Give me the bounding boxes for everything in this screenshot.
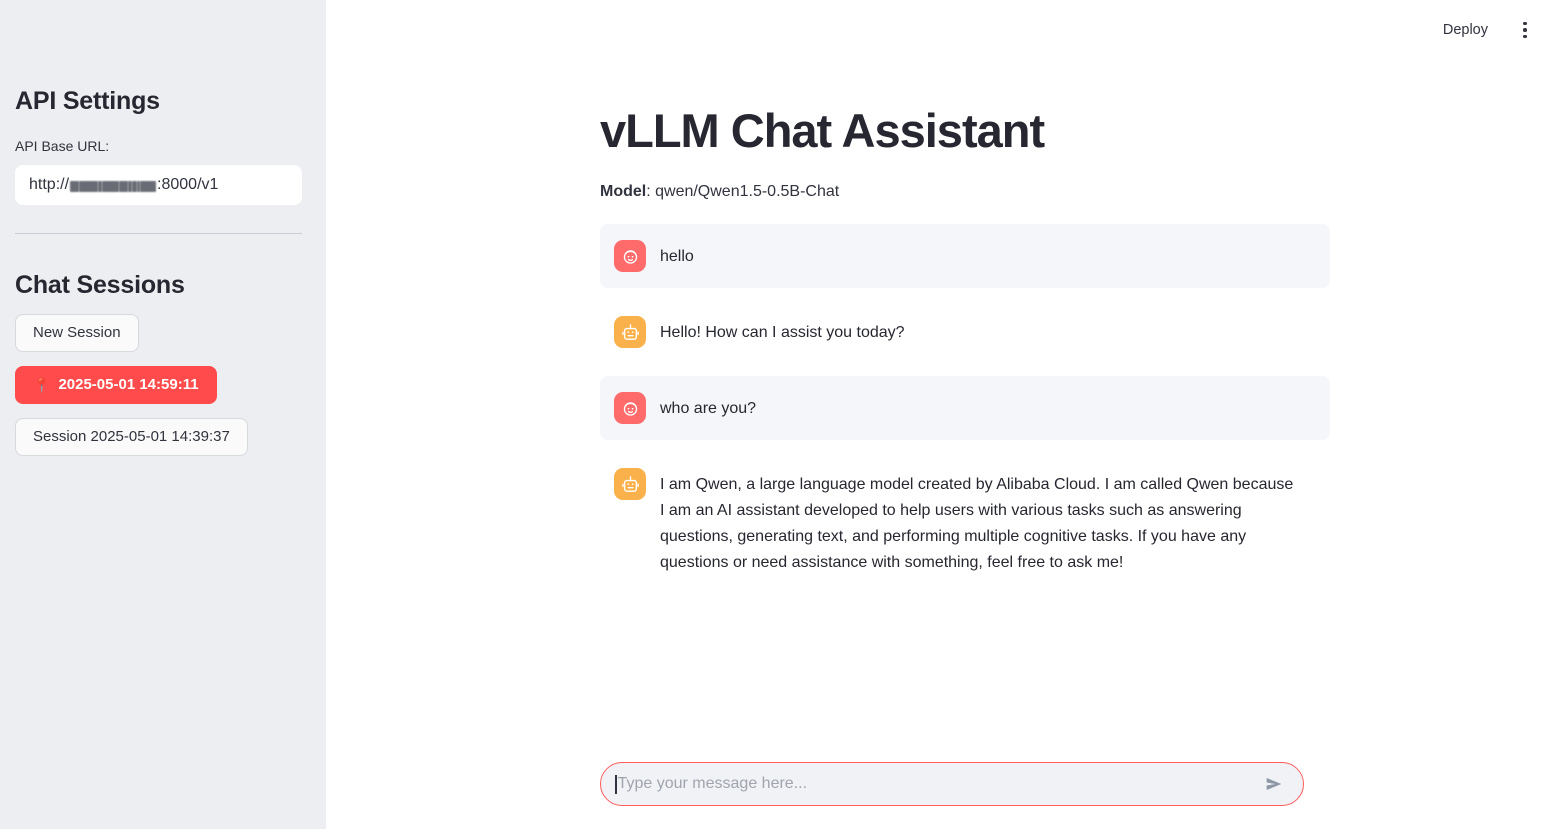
session-item-active[interactable]: 📍 2025-05-01 14:59:11 xyxy=(15,365,217,404)
user-face-icon xyxy=(614,392,646,425)
text-caret xyxy=(615,774,617,794)
chat-message-text: Hello! How can I assist you today? xyxy=(660,324,905,342)
chat-message-assistant: Hello! How can I assist you today? xyxy=(600,300,1330,364)
session-item-label: 2025-05-01 14:59:11 xyxy=(58,376,199,394)
api-base-url-prefix: http:// xyxy=(29,175,70,193)
model-name: qwen/Qwen1.5-0.5B-Chat xyxy=(655,183,840,201)
session-item[interactable]: Session 2025-05-01 14:39:37 xyxy=(15,417,248,456)
kebab-menu-icon[interactable] xyxy=(1512,17,1538,43)
kebab-dot xyxy=(1523,34,1527,39)
robot-icon xyxy=(614,316,646,349)
sidebar-divider xyxy=(15,232,302,234)
api-base-url-input[interactable]: http:// :8000/v1 xyxy=(15,164,302,205)
chat-input-placeholder[interactable]: Type your message here... xyxy=(617,776,808,792)
api-settings-heading: API Settings xyxy=(15,87,160,115)
session-item-label: Session 2025-05-01 14:39:37 xyxy=(33,428,230,446)
model-separator: : xyxy=(646,183,656,201)
api-base-url-suffix: :8000/v1 xyxy=(157,175,219,193)
chat-input-container[interactable]: Type your message here... xyxy=(600,762,1304,806)
chat-message-user: hello xyxy=(600,224,1330,289)
chat-message-text: who are you? xyxy=(660,400,757,418)
content-column: vLLM Chat Assistant Model: qwen/Qwen1.5-… xyxy=(326,0,1552,829)
chat-message-text: hello xyxy=(660,248,694,266)
page-title: vLLM Chat Assistant xyxy=(600,104,1045,157)
chat-message-assistant: I am Qwen, a large language model create… xyxy=(600,452,1330,592)
api-base-url-redacted-host xyxy=(70,178,157,193)
new-session-button[interactable]: New Session xyxy=(15,313,139,352)
main-area: Deploy vLLM Chat Assistant Model: qwen/Q… xyxy=(326,0,1552,829)
sidebar: API Settings API Base URL: http:// :8000/… xyxy=(0,0,326,829)
api-base-url-label: API Base URL: xyxy=(15,138,110,154)
robot-icon xyxy=(614,468,646,501)
pin-icon: 📍 xyxy=(33,376,51,393)
user-face-icon xyxy=(614,240,646,273)
message-list: hello Hello! How c xyxy=(600,224,1330,592)
chat-message-user: who are you? xyxy=(600,376,1330,441)
new-session-label: New Session xyxy=(33,324,121,342)
deploy-button[interactable]: Deploy xyxy=(1442,21,1488,38)
kebab-dot xyxy=(1523,21,1527,26)
send-arrow-icon[interactable] xyxy=(1261,771,1287,797)
kebab-dot xyxy=(1523,28,1527,32)
top-bar: Deploy xyxy=(326,0,1552,60)
chat-message-text: I am Qwen, a large language model create… xyxy=(660,476,1294,571)
model-line: Model: qwen/Qwen1.5-0.5B-Chat xyxy=(600,180,1330,204)
chat-sessions-heading: Chat Sessions xyxy=(15,270,185,299)
model-label: Model xyxy=(600,183,647,201)
